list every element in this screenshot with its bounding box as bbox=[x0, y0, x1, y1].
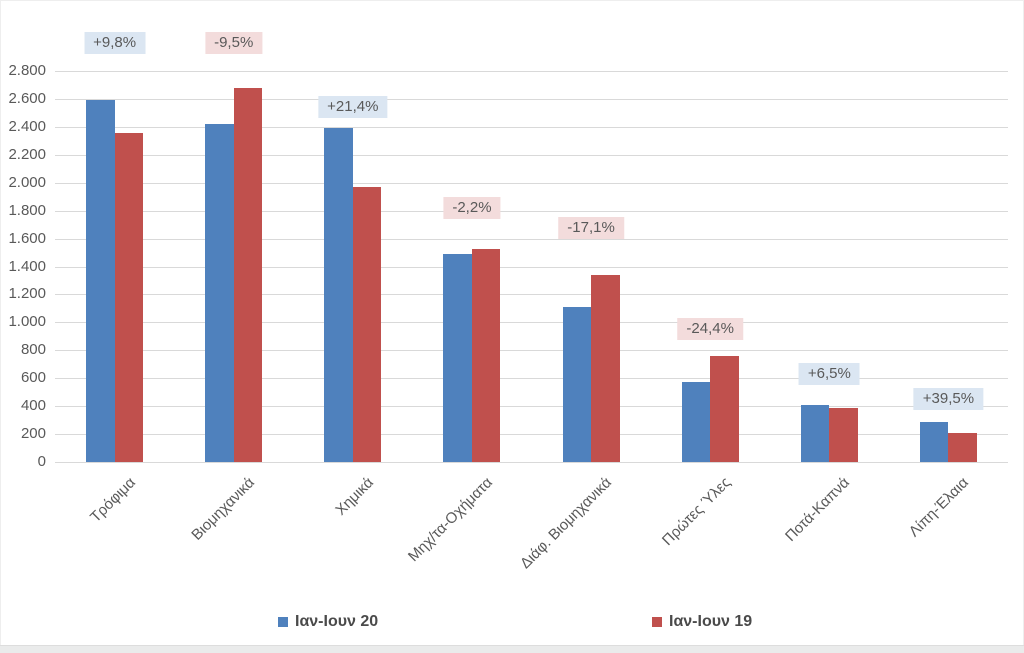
pct-change-badge: +21,4% bbox=[318, 96, 388, 118]
y-axis-tick-label: 1.000 bbox=[8, 313, 46, 331]
bar-ian-ioun-19 bbox=[471, 249, 501, 462]
x-axis-category-label: Λίπη-Έλαια bbox=[906, 474, 973, 541]
gridline bbox=[55, 126, 1008, 128]
y-axis-tick-label: 2.000 bbox=[8, 173, 46, 191]
gridline bbox=[55, 266, 1008, 268]
gridline bbox=[55, 406, 1008, 408]
y-axis-tick-label: 800 bbox=[20, 341, 46, 359]
y-axis-tick-label: 1.800 bbox=[8, 201, 46, 219]
legend-label-ian-ioun-19: Ιαν-Ιουν 19 bbox=[669, 613, 753, 630]
pct-change-badge: -9,5% bbox=[205, 32, 263, 54]
gridline bbox=[55, 350, 1008, 352]
bar-ian-ioun-20 bbox=[800, 404, 830, 462]
bar-ian-ioun-19 bbox=[710, 355, 739, 462]
bar-ian-ioun-20 bbox=[681, 381, 711, 462]
bar-ian-ioun-20 bbox=[86, 100, 115, 462]
pct-change-badge: -2,2% bbox=[443, 197, 501, 219]
bar-ian-ioun-19 bbox=[591, 274, 620, 462]
y-axis-tick-label: 0 bbox=[37, 453, 46, 470]
bar-ian-ioun-20 bbox=[919, 421, 949, 462]
y-axis-tick-label: 600 bbox=[20, 369, 46, 387]
bottom-strip bbox=[0, 645, 1024, 653]
bar-ian-ioun-20 bbox=[324, 128, 353, 462]
gridline bbox=[55, 182, 1008, 184]
bar-ian-ioun-19 bbox=[233, 88, 263, 462]
legend-item-ian-ioun-20: Ιαν-Ιουν 20 bbox=[278, 613, 378, 631]
y-axis-tick-label: 400 bbox=[20, 397, 46, 415]
y-axis-tick-label: 1.600 bbox=[8, 229, 46, 247]
pct-change-badge: +9,8% bbox=[84, 32, 146, 54]
gridline bbox=[55, 294, 1008, 296]
y-axis-tick-label: 1.400 bbox=[8, 257, 46, 275]
gridline bbox=[55, 378, 1008, 380]
y-axis-tick-label: 2.200 bbox=[8, 145, 46, 163]
gridline bbox=[55, 98, 1008, 100]
gridline bbox=[55, 154, 1008, 156]
y-axis-tick-label: 2.800 bbox=[8, 62, 46, 79]
gridline bbox=[55, 462, 1008, 463]
legend-swatch-blue bbox=[278, 617, 288, 627]
gridline bbox=[55, 238, 1008, 240]
gridline bbox=[55, 71, 1008, 72]
gridline bbox=[55, 322, 1008, 324]
bar-ian-ioun-20 bbox=[443, 253, 472, 462]
pct-change-badge: +39,5% bbox=[913, 388, 984, 410]
y-axis-tick-label: 2.600 bbox=[8, 89, 46, 107]
gridline bbox=[55, 210, 1008, 212]
pct-change-badge: -24,4% bbox=[677, 318, 743, 340]
y-axis-tick-label: 1.200 bbox=[8, 285, 46, 303]
bar-ian-ioun-19 bbox=[829, 408, 858, 462]
legend-label-ian-ioun-20: Ιαν-Ιουν 20 bbox=[295, 613, 379, 630]
pct-change-badge: -17,1% bbox=[558, 217, 624, 239]
pct-change-badge: +6,5% bbox=[798, 363, 860, 385]
legend-item-ian-ioun-19: Ιαν-Ιουν 19 bbox=[652, 613, 752, 631]
legend-swatch-red bbox=[652, 617, 662, 627]
bar-ian-ioun-19 bbox=[948, 432, 977, 462]
y-axis-tick-label: 2.400 bbox=[8, 117, 46, 135]
y-axis-tick-label: 200 bbox=[20, 425, 46, 443]
bar-ian-ioun-20 bbox=[562, 306, 592, 462]
bar-ian-ioun-20 bbox=[205, 124, 234, 462]
bar-ian-ioun-19 bbox=[114, 133, 144, 462]
bar-ian-ioun-19 bbox=[352, 186, 382, 462]
gridline bbox=[55, 434, 1008, 436]
